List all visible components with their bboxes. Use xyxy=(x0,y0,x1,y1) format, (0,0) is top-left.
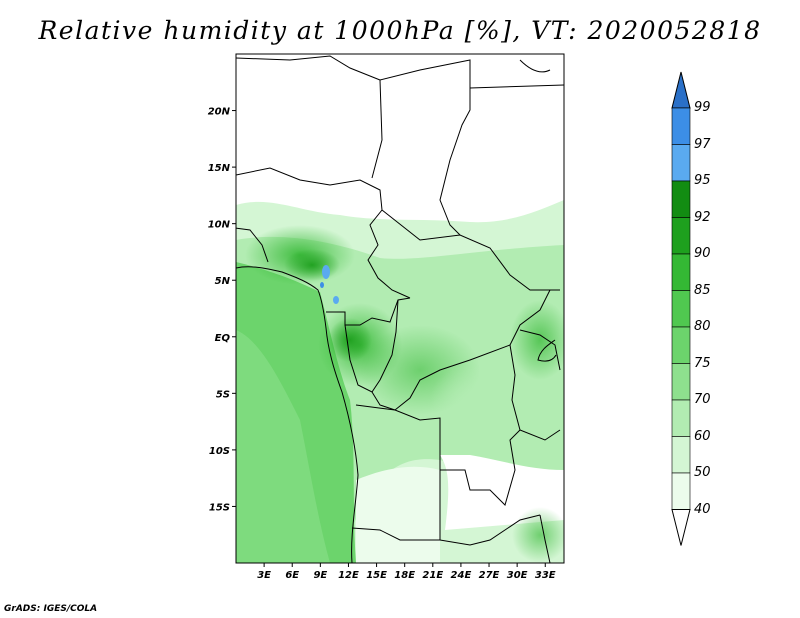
lon-tick-label: 27E xyxy=(479,570,500,581)
lat-tick-label: 15S xyxy=(209,502,230,513)
colorbar-box xyxy=(671,107,691,145)
colorbar-level-label: 70 xyxy=(694,392,711,407)
longitude-axis: 3E 6E 9E 12E 15E 18E 21E 24E 27E 30E 33E xyxy=(257,563,556,581)
lon-tick-label: 30E xyxy=(507,570,528,581)
colorbar-level-label: 60 xyxy=(694,428,711,444)
lon-tick-label: 12E xyxy=(338,570,359,581)
colorbar-level-label: 40 xyxy=(694,501,711,517)
lat-tick-label: 5S xyxy=(216,389,230,400)
lon-tick-label: 18E xyxy=(394,570,415,581)
colorbar-level-label: 99 xyxy=(694,100,711,115)
colorbar-level-label: 90 xyxy=(694,246,711,261)
colorbar-box xyxy=(671,326,691,364)
lat-tick-label: 10N xyxy=(208,220,231,231)
lat-tick-label: EQ xyxy=(215,333,231,344)
lon-tick-label: 9E xyxy=(313,570,327,581)
colorbar-level-label: 75 xyxy=(694,355,711,371)
colorbar-box xyxy=(671,436,691,474)
lat-tick-label: 5N xyxy=(215,276,231,287)
colorbar-bottom-triangle xyxy=(671,509,691,546)
colorbar-level-label: 80 xyxy=(694,319,711,334)
colorbar-level-label: 92 xyxy=(694,209,711,225)
map-frame xyxy=(235,53,565,564)
colorbar-box xyxy=(671,253,691,291)
colorbar-box xyxy=(671,363,691,401)
credit-text: GrADS: IGES/COLA xyxy=(4,604,98,614)
lat-tick-label: 10S xyxy=(209,446,230,457)
latitude-axis: 20N 15N 10N 5N EQ 5S 10S 15S xyxy=(208,107,236,513)
colorbar-box xyxy=(671,290,691,328)
colorbar-box xyxy=(671,399,691,437)
colorbar-level-label: 95 xyxy=(694,173,711,188)
lon-tick-label: 33E xyxy=(535,570,556,581)
lon-tick-label: 15E xyxy=(366,570,387,581)
lon-tick-label: 3E xyxy=(257,570,271,581)
colorbar-level-label: 85 xyxy=(694,282,711,298)
country-borders xyxy=(236,55,564,563)
colorbar-box xyxy=(671,144,691,182)
colorbar xyxy=(671,71,691,546)
colorbar-box xyxy=(671,472,691,510)
colorbar-level-label: 50 xyxy=(694,465,711,480)
map-title: Relative humidity at 1000hPa [%], VT: 20… xyxy=(38,16,762,45)
colorbar-box xyxy=(671,180,691,218)
lat-tick-label: 15N xyxy=(208,163,231,174)
colorbar-box xyxy=(671,217,691,255)
colorbar-level-label: 97 xyxy=(694,136,711,152)
humidity-field xyxy=(236,54,564,563)
colorbar-top-triangle xyxy=(671,71,691,109)
lon-tick-label: 21E xyxy=(422,570,443,581)
lat-tick-label: 20N xyxy=(208,107,231,118)
lon-tick-label: 24E xyxy=(451,570,472,581)
lon-tick-label: 6E xyxy=(285,570,299,581)
